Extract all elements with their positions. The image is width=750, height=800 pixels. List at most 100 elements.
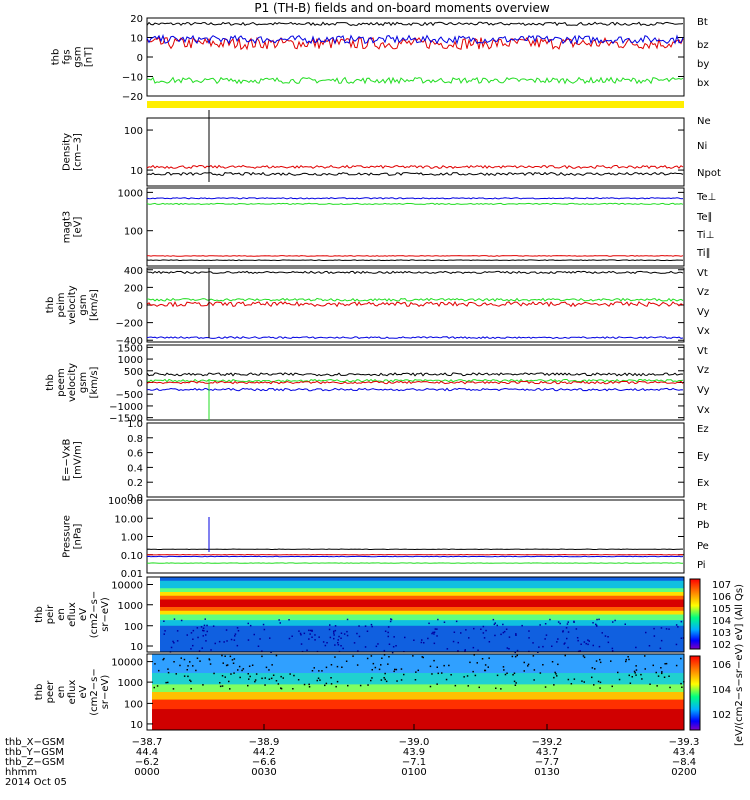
ytick-peim-2: 0 — [137, 301, 143, 312]
ylabel-peer-4: eV — [78, 685, 89, 698]
ytick-pressure-2: 1.00 — [121, 533, 143, 544]
ytick-peir-3: 10 — [130, 642, 143, 653]
xrow-0-value-1: −38.9 — [249, 737, 280, 748]
series-temp-Te⊥ — [147, 255, 684, 257]
xrow-label-1: thb_Y−GSM — [5, 747, 64, 758]
ytick-peir-1: 1000 — [118, 601, 143, 612]
legend-pressure-3: Pi — [697, 560, 706, 571]
ytick-efield-1: 0.8 — [127, 434, 143, 445]
colorbar-top-tick-5: 102 — [712, 640, 731, 651]
ytick-fgs-0: 20 — [130, 14, 143, 25]
ytick-density-0: 100 — [124, 126, 143, 137]
ylabel-peir-6: sr−eV) — [100, 597, 111, 632]
ytick-efield-2: 0.6 — [127, 449, 143, 460]
panel-efield: E=−VxB [mV/m] 1.0 0.8 0.6 0.4 0.2 0.0 Ez Ey Ex — [62, 419, 710, 504]
series-pressure-Pb — [147, 553, 684, 556]
colorbar-top-tick-0: 107 — [712, 580, 731, 591]
series-peem-Vt — [146, 372, 684, 377]
legend-peim-1: Vz — [697, 287, 709, 298]
ytick-fgs-4: −20 — [122, 92, 143, 103]
ylabel-pressure-1: [nPa] — [73, 523, 84, 549]
ylabel-peem-1: peem — [56, 368, 67, 396]
panel-pressure: Pressure [nPa] 100.00 10.00 1.00 0.10 0.01 Pt Pb… — [62, 496, 710, 580]
legend-peim-2: Vy — [697, 307, 710, 318]
legend-density-0: Ne — [697, 116, 711, 127]
ylabel-density-0: Density — [62, 133, 73, 171]
legend-temp-0: Te⊥ — [696, 192, 716, 203]
ytick-temp-1: 100 — [124, 227, 143, 238]
xrow-1-value-0: 44.4 — [136, 747, 158, 758]
ylabel-peem-3: gsm — [78, 372, 89, 393]
series-peim-Vy — [146, 297, 684, 302]
ytick-pressure-1: 10.00 — [114, 514, 143, 525]
panel-density: Density [cm−3] 100 10 Ne Ni Npot — [62, 116, 721, 187]
legend-pressure-2: Pe — [697, 541, 709, 552]
legend-temp-1: Te∥ — [696, 212, 713, 223]
ytick-peer-1: 1000 — [118, 678, 143, 689]
xrow-3-value-4: 0200 — [671, 767, 696, 778]
series-density-Ne — [146, 164, 684, 170]
xrow-2-value-4: −8.4 — [672, 757, 696, 768]
colorbar-bottom-tick-1: 104 — [712, 685, 731, 696]
ytick-fgs-3: −10 — [122, 73, 143, 84]
ytick-peer-0: 10000 — [111, 658, 143, 669]
xrow-3-value-0: 0000 — [134, 767, 159, 778]
ytick-peer-3: 10 — [130, 720, 143, 731]
colorbar-bottom-tick-0: 106 — [712, 660, 731, 671]
series-peim-Vx — [146, 336, 684, 340]
legend-fgs-3: bx — [697, 78, 709, 89]
ylabel-peer-2: en — [56, 686, 67, 699]
xrow-0-value-2: −39.0 — [399, 737, 430, 748]
legend-efield-1: Ey — [697, 451, 709, 462]
panel-peem: thb peem velocity gsm [km/s] 150010005000−500… — [45, 343, 710, 424]
panel-fgs: thb fgs gsm [nT] 20 10 0 −10 −20 Bt bz by bx — [51, 14, 710, 103]
legend-peem-0: Vt — [697, 346, 708, 357]
series-peim-Vz — [146, 300, 684, 308]
legend-density-2: Npot — [697, 168, 721, 179]
ytick-peem-4: −500 — [116, 390, 143, 401]
ytick-peem-2: 500 — [124, 367, 143, 378]
panel-temp: magt3 [eV] 1000 100 Te⊥ Te∥ Ti⊥ Ti∥ — [62, 187, 716, 267]
xrow-2-value-3: −7.7 — [535, 757, 559, 768]
ytick-peim-1: 200 — [124, 283, 143, 294]
series-peem-Vx — [146, 387, 684, 392]
colorbar-top-tick-1: 106 — [712, 592, 731, 603]
ylabel-peir-3: eflux — [67, 602, 78, 627]
xrow-label-2: thb_Z−GSM — [5, 757, 65, 768]
xrow-1-value-2: 43.9 — [403, 747, 425, 758]
spectrogram-peir — [160, 577, 685, 654]
legend-peem-2: Vy — [697, 385, 710, 396]
ylabel-peer-3: eflux — [67, 680, 78, 705]
panel-peim: thb peim velocity gsm [km/s] 400 200 0 −200 −400 V… — [45, 266, 710, 347]
ylabel-peem-4: [km/s] — [89, 366, 100, 398]
ylabel-peim-2: velocity — [67, 285, 78, 324]
legend-temp-2: Ti⊥ — [696, 230, 714, 241]
legend-peim-0: Vt — [697, 268, 708, 279]
legend-temp-3: Ti∥ — [696, 248, 711, 259]
legend-peim-3: Vx — [697, 326, 710, 337]
ytick-efield-0: 1.0 — [127, 419, 143, 430]
ylabel-efield-0: E=−VxB — [62, 439, 73, 482]
legend-pressure-1: Pb — [697, 520, 709, 531]
ylabel-temp-0: magt3 — [62, 211, 73, 244]
series-temp-Ti⊥ — [146, 197, 684, 200]
ylabel-peer-0: thb — [34, 684, 45, 701]
ytick-density-1: 10 — [130, 166, 143, 177]
ylabel-fgs-2: gsm — [73, 46, 84, 67]
ytick-efield-5: 0.0 — [127, 493, 143, 504]
ylabel-peem-2: velocity — [67, 363, 78, 402]
xrow-label-3: hhmm — [5, 767, 37, 778]
ytick-fgs-1: 10 — [130, 34, 143, 45]
legend-efield-2: Ex — [697, 478, 709, 489]
ylabel-pressure-0: Pressure — [62, 515, 73, 558]
xrow-1-value-4: 43.4 — [673, 747, 695, 758]
ylabel-fgs-3: [nT] — [84, 47, 95, 67]
ylabel-peir-5: (cm2−s− — [89, 591, 100, 638]
ylabel-temp-1: [eV] — [73, 217, 84, 238]
ytick-efield-4: 0.2 — [127, 478, 143, 489]
legend-peem-3: Vx — [697, 405, 710, 416]
ylabel-fgs-1: fgs — [62, 49, 73, 64]
series-fgs-bx — [146, 33, 684, 46]
spectrogram-peer — [152, 654, 685, 731]
